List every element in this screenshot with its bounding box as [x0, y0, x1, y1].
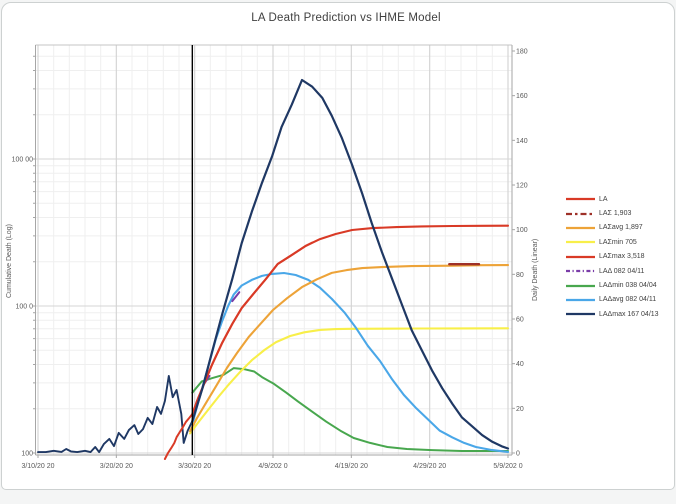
x-tick-label: 4/19/20 20	[335, 463, 368, 470]
legend-item-6[interactable]: LAΔmin 038 04/04	[565, 278, 659, 292]
x-tick-label: 4/9/202 0	[258, 463, 287, 470]
legend-label: LA	[599, 195, 608, 203]
legend-label: LAΔmax 167 04/13	[599, 310, 659, 318]
chart-canvas[interactable]: 100 00 100 0 100 180 160 140 120 100 80 60 40 20 0 3/…	[2, 3, 676, 504]
right-tick-label: 160	[516, 93, 528, 100]
legend-swatch	[566, 284, 595, 287]
x-tick-label: 4/29/20 20	[413, 463, 446, 470]
legend-label: LAΣ 1,903	[599, 210, 632, 218]
series-sigma-min	[188, 327, 510, 435]
right-tick-label: 60	[516, 317, 524, 324]
legend-item-8[interactable]: LAΔmax 167 04/13	[565, 307, 659, 321]
series	[37, 78, 510, 460]
x-tick-label: 3/20/20 20	[100, 463, 133, 470]
chart-title: LA Death Prediction vs IHME Model	[251, 12, 441, 24]
legend-label: LAΣmin 705	[599, 238, 637, 246]
legend-swatch	[566, 269, 595, 273]
right-tick-label: 120	[516, 183, 528, 190]
legend-item-5[interactable]: LAΔ 082 04/11	[565, 264, 659, 278]
legend-swatch	[566, 198, 595, 201]
left-tick-label: 100	[21, 451, 33, 458]
right-tick-label: 0	[516, 451, 520, 458]
legend-swatch	[566, 298, 595, 302]
x-tick-label: 3/10/20 20	[21, 463, 54, 470]
legend-item-2[interactable]: LAΣavg 1,897	[565, 221, 659, 235]
series-sigma-avg	[188, 264, 510, 433]
legend-item-4[interactable]: LAΣmax 3,518	[565, 250, 659, 264]
series-delta-pred	[231, 291, 241, 303]
series-delta-avg	[191, 271, 510, 453]
right-tick-label: 20	[516, 406, 524, 413]
right-tick-label: 180	[516, 49, 528, 56]
series-delta-actual	[37, 374, 194, 454]
right-tick-label: 100	[516, 227, 528, 234]
tick-labels: 100 00 100 0 100 180 160 140 120 100 80 60 40 20 0 3/…	[12, 49, 528, 471]
legend-item-7[interactable]: LAΔavg 082 04/11	[565, 293, 659, 307]
legend-label: LAΣavg 1,897	[599, 224, 643, 232]
right-tick-label: 140	[516, 138, 528, 145]
legend-label: LAΔmin 038 04/04	[599, 282, 657, 290]
legend-swatch	[566, 255, 595, 258]
x-tick-label: 3/30/20 20	[178, 463, 211, 470]
gridlines	[35, 45, 512, 455]
axes	[33, 44, 515, 458]
legend-swatch	[566, 313, 595, 316]
series-delta-min	[191, 367, 509, 452]
right-tick-label: 80	[516, 272, 524, 279]
legend-item-1[interactable]: LAΣ 1,903	[565, 206, 659, 220]
legend: LA LAΣ 1,903 LAΣavg 1,897 LAΣmin 705 LAΣmax …	[565, 192, 659, 322]
series-delta-max	[191, 78, 510, 450]
legend-label: LAΔ 082 04/11	[599, 267, 645, 275]
legend-item-0[interactable]: LA	[565, 192, 659, 206]
legend-swatch	[566, 212, 595, 215]
legend-swatch	[566, 241, 595, 244]
chart-panel[interactable]: LA Death Prediction vs IHME Model Cumula…	[1, 2, 675, 490]
x-tick-label: 5/9/202 0	[493, 463, 522, 470]
legend-swatch	[566, 226, 595, 230]
left-tick-label: 100 00	[12, 157, 34, 164]
right-tick-label: 40	[516, 361, 524, 368]
legend-label: LAΣmax 3,518	[599, 253, 645, 261]
legend-label: LAΔavg 082 04/11	[599, 296, 657, 304]
left-tick-label: 100 0	[15, 304, 33, 311]
legend-item-3[interactable]: LAΣmin 705	[565, 235, 659, 249]
